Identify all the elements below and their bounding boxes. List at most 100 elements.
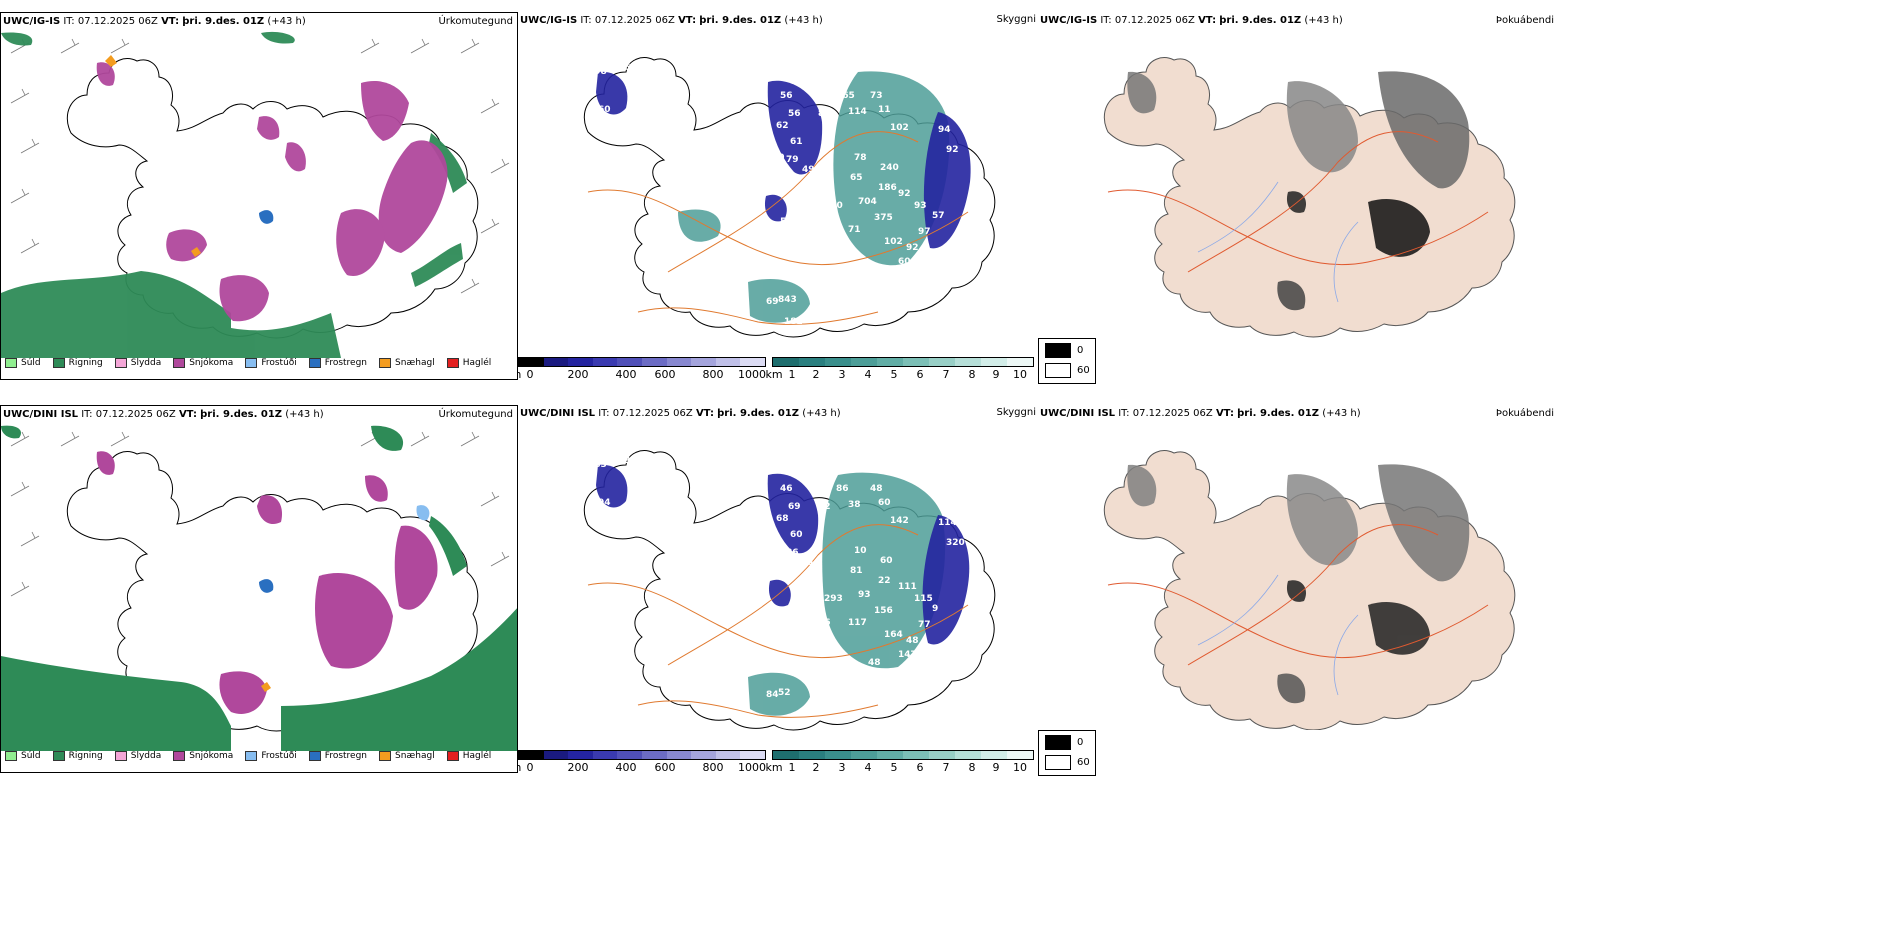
visibility-color-step xyxy=(955,751,981,759)
visibility-color-step xyxy=(929,751,955,759)
legend-item-rigning: Rigning xyxy=(52,751,103,761)
visibility-color-step xyxy=(851,751,877,759)
ceiling-unit: m xyxy=(518,761,521,773)
ceiling-value-label: 15 xyxy=(728,305,741,315)
legend-label: Slydda xyxy=(130,358,162,368)
ceiling-color-step xyxy=(641,751,667,759)
legend-label: Snjókoma xyxy=(189,751,234,761)
tick: 800 xyxy=(702,368,724,380)
precip-title: Úrkomutegund xyxy=(438,409,513,420)
ceiling-value-label: 94 xyxy=(938,125,951,135)
legend-swatch xyxy=(5,751,17,761)
ceiling-value-label: 59 xyxy=(618,456,631,466)
visibility-color-step xyxy=(981,751,1007,759)
tick: 5 xyxy=(890,761,898,773)
ceiling-color-step xyxy=(568,358,593,366)
ceiling-colorbar: m 0 200 400 600 800 1000 xyxy=(518,357,766,380)
issue-time-label: IT: xyxy=(63,16,75,27)
tick: 3 xyxy=(838,761,846,773)
issue-time-label: IT: xyxy=(1100,15,1112,26)
ceiling-value-label: 92 xyxy=(906,243,919,253)
valid-time-label: VT: xyxy=(695,408,714,419)
valid-time: þri. 9.des. 01Z xyxy=(717,408,800,419)
tick: 400 xyxy=(615,761,637,773)
ceiling-value-label: 102 xyxy=(890,123,909,133)
ceiling-value-label: 93 xyxy=(914,201,927,211)
legend-item-slydda: Slydda xyxy=(114,358,162,368)
visibility-color-step xyxy=(825,751,851,759)
issue-time: 07.12.2025 06Z xyxy=(1132,408,1213,419)
fog-map xyxy=(1103,57,1516,338)
ceiling-value-label: 60 xyxy=(878,498,891,508)
model-name: UWC/DINI ISL xyxy=(1040,408,1116,419)
legend-swatch xyxy=(52,751,65,761)
visibility-unit: km xyxy=(765,761,783,773)
ceiling-colorbar-ticks: m 0 200 400 600 800 1000 xyxy=(518,760,766,773)
ceiling-value-label: 66 xyxy=(618,63,631,73)
visibility-color-step xyxy=(877,751,903,759)
visibility-color-step xyxy=(799,751,825,759)
tick: 200 xyxy=(567,368,589,380)
lead-time: (+43 h) xyxy=(285,409,324,420)
ceiling-value-label: 57 xyxy=(932,211,945,221)
ceiling-unit: m xyxy=(518,368,521,380)
fog-swatch xyxy=(1045,363,1071,378)
model-name: UWC/IG-IS xyxy=(1040,15,1098,26)
ceiling-value-label: 183 xyxy=(588,460,607,470)
visibility-color-step xyxy=(773,751,799,759)
fog-panel-row2: UWC/DINI ISL IT: 07.12.2025 06Z VT: þri.… xyxy=(1038,405,1558,730)
ceiling-value-label: 205 xyxy=(658,281,677,291)
ceiling-color-step xyxy=(519,751,544,759)
ceiling-value-label: 56 xyxy=(788,109,801,119)
issue-time: 07.12.2025 06Z xyxy=(95,409,176,420)
precip-rain-areas xyxy=(1,425,517,751)
ceiling-value-label: 161 xyxy=(780,610,799,620)
precip-frost-areas xyxy=(259,505,430,692)
fog-map xyxy=(1103,450,1516,730)
fog-legend-item: 60 xyxy=(1045,755,1090,770)
ceiling-value-label: 61 xyxy=(790,137,803,147)
valid-time-label: VT: xyxy=(161,16,180,27)
fog-swatch xyxy=(1045,755,1071,770)
tick: 0 xyxy=(526,368,534,380)
ceiling-color-step xyxy=(691,358,716,366)
legend-item-haglel: Haglél xyxy=(446,358,492,368)
tick: 1000 xyxy=(738,368,766,380)
panel-header: UWC/DINI ISL IT: 07.12.2025 06Z VT: þri.… xyxy=(520,408,841,419)
ceiling-color-step xyxy=(617,358,642,366)
visibility-title: Skyggni xyxy=(996,14,1036,25)
tick: 3 xyxy=(838,368,846,380)
visibility-color-step xyxy=(903,358,929,366)
ceiling-value-label: 105 xyxy=(818,225,837,235)
valid-time: þri. 9.des. 01Z xyxy=(699,15,782,26)
ceiling-value-label: 97 xyxy=(918,227,931,237)
valid-time: þri. 9.des. 01Z xyxy=(1219,15,1302,26)
panel-header: UWC/IG-IS IT: 07.12.2025 06Z VT: þri. 9.… xyxy=(520,15,823,26)
fog-title: Þokuábendi xyxy=(1495,15,1554,26)
ceiling-value-label: 61 xyxy=(802,558,815,568)
fog-legend-label: 0 xyxy=(1077,345,1084,356)
legend-swatch xyxy=(114,751,127,761)
ceiling-value-label: 100 xyxy=(824,201,843,211)
legend-label: Frostúði xyxy=(261,358,297,368)
ceiling-value-label: 60 xyxy=(790,530,803,540)
legend-swatch xyxy=(5,358,17,368)
ceiling-value-label: 156 xyxy=(874,606,893,616)
ceiling-value-label: 69 xyxy=(766,297,779,307)
tick: 5 xyxy=(890,368,898,380)
ceiling-value-label: 375 xyxy=(874,213,893,223)
legend-label: Snæhagl xyxy=(395,358,435,368)
ceiling-panel-row2: UWC/DINI ISL IT: 07.12.2025 06Z VT: þri.… xyxy=(518,405,1038,773)
ceiling-value-label: 22 xyxy=(878,576,891,586)
ceiling-value-label: 320 xyxy=(946,538,965,548)
ceiling-areas xyxy=(596,71,971,249)
fog-areas xyxy=(1127,71,1470,311)
ceiling-value-label: 72 xyxy=(818,502,831,512)
ceiling-colorbar: m 0 200 400 600 800 1000 xyxy=(518,750,766,773)
visibility-color-step xyxy=(851,358,877,366)
precip-snow-areas xyxy=(96,451,438,714)
ceiling-value-label: 60 xyxy=(880,556,893,566)
legend-label: Haglél xyxy=(462,358,492,368)
ceiling-value-label: 84 xyxy=(766,690,779,700)
tick: 2 xyxy=(812,761,820,773)
